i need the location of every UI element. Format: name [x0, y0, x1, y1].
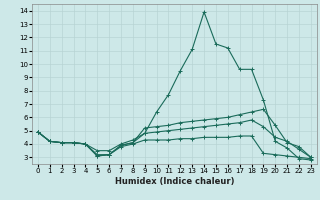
- X-axis label: Humidex (Indice chaleur): Humidex (Indice chaleur): [115, 177, 234, 186]
